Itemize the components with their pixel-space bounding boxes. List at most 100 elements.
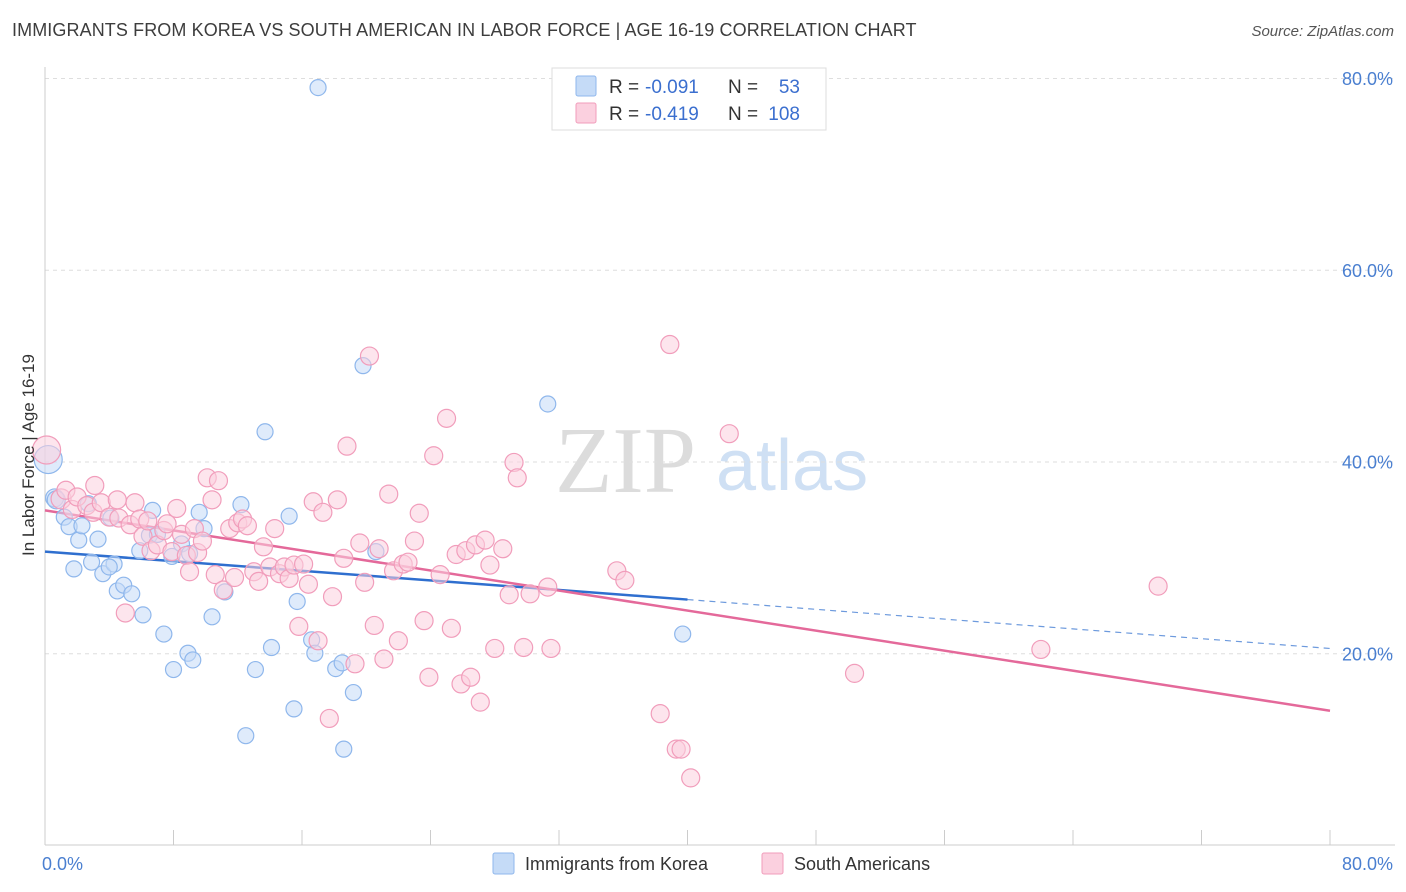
south-american-point-86	[475, 530, 495, 550]
south-american-point-39	[237, 516, 257, 536]
stats-legend-box	[551, 67, 827, 131]
south-american-point-62	[355, 572, 375, 592]
korea-point-28	[190, 503, 208, 521]
korea-point-37	[280, 507, 298, 525]
series-legend-swatch-korea	[492, 852, 515, 875]
south-american-point-58	[334, 548, 354, 568]
series-legend-label-south-american: South Americans	[794, 854, 930, 874]
legend-r-label-korea: R =	[609, 77, 639, 98]
south-american-point-88	[485, 638, 505, 659]
south-american-point-0	[32, 435, 62, 465]
south-american-point-53	[308, 631, 328, 651]
legend-n-label-korea: N =	[728, 77, 758, 98]
south-american-point-99	[650, 704, 670, 724]
korea-point-5	[65, 560, 83, 578]
south-american-point-50	[294, 554, 314, 574]
korea-point-42	[309, 78, 327, 97]
south-american-point-60	[345, 654, 365, 674]
korea-point-10	[89, 530, 107, 548]
south-american-point-90	[499, 585, 519, 605]
south-american-point-94	[520, 584, 540, 604]
trend-lines	[44, 509, 1331, 713]
south-american-point-79	[441, 618, 461, 638]
korea-point-46	[344, 683, 362, 702]
y-tick-label-2: 60.0%	[1342, 261, 1393, 281]
south-american-point-87	[480, 555, 500, 575]
legend-n-value-korea: 53	[779, 77, 800, 98]
south-american-point-92	[507, 468, 527, 488]
south-american-point-100	[660, 334, 680, 355]
chart-title: IMMIGRANTS FROM KOREA VS SOUTH AMERICAN …	[12, 20, 917, 40]
south-american-point-64	[364, 615, 384, 636]
south-american-point-55	[319, 708, 339, 729]
series-legend-label-korea: Immigrants from Korea	[525, 854, 709, 874]
south-american-point-75	[419, 667, 439, 687]
korea-point-36	[262, 638, 281, 657]
tick-labels: 20.0% 40.0% 60.0% 80.0% 0.0% 80.0%	[42, 69, 1393, 874]
korea-point-16	[123, 585, 141, 603]
south-american-point-74	[414, 611, 434, 631]
korea-point-50	[674, 625, 692, 643]
source-credit: Source: ZipAtlas.com	[1251, 23, 1394, 40]
data-points	[32, 78, 1168, 788]
legend-swatch-south-american	[575, 102, 597, 124]
south-american-point-32	[205, 565, 225, 585]
watermark-atlas: atlas	[716, 426, 868, 506]
korea-point-9	[82, 553, 101, 571]
y-axis-label: In Labor Force | Age 16-19	[19, 354, 38, 556]
south-american-point-51	[298, 574, 319, 594]
south-american-point-77	[430, 565, 450, 585]
south-american-point-96	[541, 638, 561, 659]
korea-point-30	[203, 608, 221, 626]
south-american-point-76	[424, 446, 444, 466]
south-american-point-93	[514, 637, 534, 658]
south-american-point-17	[138, 511, 158, 531]
south-american-point-41	[249, 571, 269, 591]
korea-point-22	[155, 625, 173, 643]
y-tick-label-0: 20.0%	[1342, 644, 1393, 664]
korea-trend-extension	[687, 598, 1331, 650]
south-american-point-7	[85, 475, 105, 496]
south-american-point-107	[1148, 576, 1168, 596]
south-american-trend-line	[44, 509, 1331, 713]
south-american-point-78	[436, 408, 457, 428]
south-american-point-57	[327, 490, 347, 510]
south-american-point-95	[538, 577, 558, 597]
stats-legend: R = -0.091 N = 53 R = -0.419 N = 108	[551, 67, 827, 131]
x-tick-label-0: 0.0%	[42, 854, 83, 874]
south-american-point-59	[337, 436, 357, 456]
korea-point-38	[285, 700, 303, 718]
south-american-point-36	[224, 567, 245, 588]
south-american-point-102	[671, 739, 691, 759]
south-american-point-21	[157, 514, 177, 534]
south-american-point-89	[493, 539, 513, 559]
south-american-point-71	[398, 552, 418, 572]
south-american-point-106	[1031, 639, 1051, 660]
south-american-point-23	[167, 498, 187, 519]
south-american-point-10	[107, 490, 127, 510]
south-american-point-54	[313, 502, 333, 522]
korea-point-6	[70, 531, 88, 549]
south-american-point-73	[409, 503, 429, 523]
south-american-point-12	[115, 603, 135, 623]
south-american-point-98	[615, 570, 635, 590]
south-american-point-72	[404, 531, 425, 551]
y-tick-label-1: 40.0%	[1342, 453, 1393, 473]
legend-n-label-south-american: N =	[728, 104, 758, 125]
south-american-point-56	[322, 587, 343, 607]
legend-r-value-korea: -0.091	[645, 77, 699, 98]
south-american-point-61	[350, 533, 370, 553]
south-american-point-67	[379, 484, 399, 504]
korea-point-18	[134, 606, 152, 624]
south-american-point-63	[359, 346, 380, 366]
legend-swatch-korea	[575, 75, 597, 97]
korea-point-7	[73, 517, 91, 535]
legend-r-value-south-american: -0.419	[645, 104, 699, 125]
south-american-point-49	[289, 616, 309, 637]
south-american-point-69	[388, 631, 408, 651]
south-american-point-83	[461, 667, 481, 687]
korea-point-35	[256, 423, 274, 441]
south-american-point-34	[213, 580, 233, 600]
korea-point-33	[237, 727, 255, 745]
